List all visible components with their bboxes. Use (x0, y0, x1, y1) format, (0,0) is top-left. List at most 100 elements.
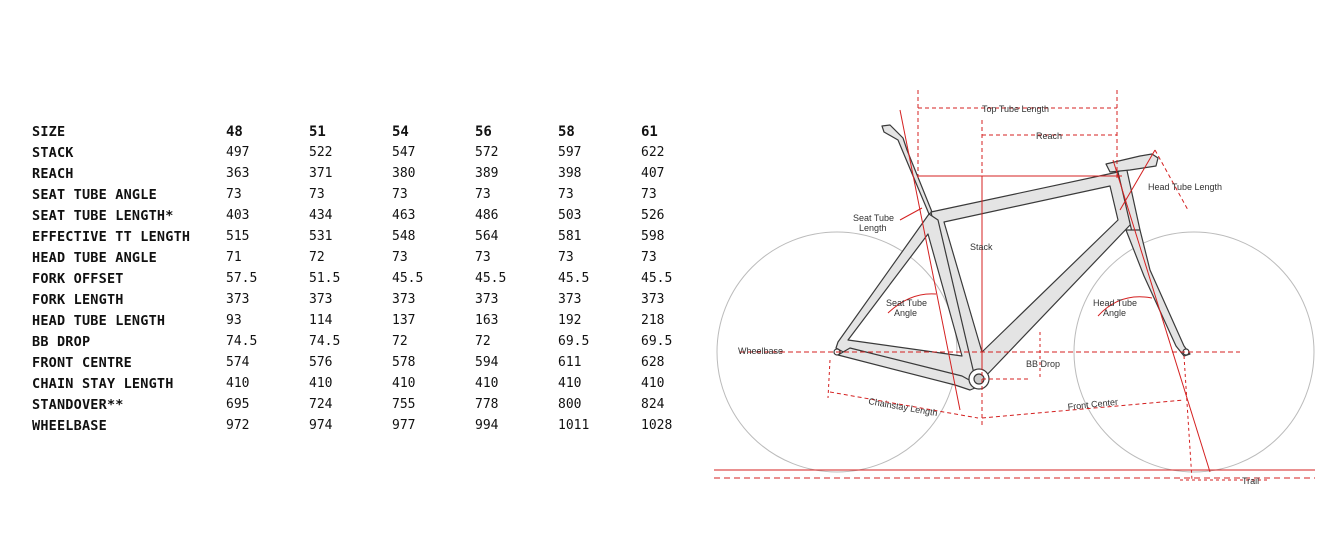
cell-value: 824 (641, 397, 665, 412)
label-wheelbase: Wheelbase (738, 346, 783, 356)
label-chainstay-length: Chainstay Length (868, 396, 939, 418)
cell-value: 574 (226, 355, 250, 370)
size-header-48: 48 (226, 123, 243, 140)
cell-value: 71 (226, 250, 242, 265)
bike-frame (833, 124, 1191, 391)
cell-value: 73 (475, 187, 491, 202)
cell-value: 73 (392, 250, 408, 265)
cell-value: 45.5 (641, 271, 673, 286)
row-label: HEAD TUBE LENGTH (32, 312, 166, 329)
table-row: HEAD TUBE ANGLE 71 72 73 73 73 73 (32, 247, 724, 268)
row-label: STACK (32, 144, 74, 161)
cell-value: 69.5 (558, 334, 590, 349)
cell-value: 45.5 (392, 271, 424, 286)
row-label: WHEELBASE (32, 417, 107, 434)
cell-value: 69.5 (641, 334, 673, 349)
cell-value: 994 (475, 418, 499, 433)
label-seat-tube-angle-1: Seat Tube (886, 298, 927, 308)
cell-value: 1028 (641, 418, 673, 433)
bike-geometry-diagram: Top Tube Length Reach Head Tube Length S… (714, 90, 1315, 486)
cell-value: 45.5 (475, 271, 507, 286)
cell-value: 755 (392, 397, 416, 412)
row-label: SEAT TUBE ANGLE (32, 186, 157, 203)
cell-value: 572 (475, 145, 499, 160)
cell-value: 398 (558, 166, 582, 181)
cell-value: 363 (226, 166, 250, 181)
table-row: SEAT TUBE LENGTH* 403 434 463 486 503 526 (32, 205, 724, 226)
table-row: SEAT TUBE ANGLE 73 73 73 73 73 73 (32, 184, 724, 205)
cell-value: 410 (392, 376, 416, 391)
cell-value: 547 (392, 145, 416, 160)
cell-value: 515 (226, 229, 250, 244)
cell-value: 410 (641, 376, 665, 391)
label-seat-tube-length-2: Length (859, 223, 887, 233)
fork (1125, 229, 1191, 357)
cell-value: 73 (558, 187, 574, 202)
cell-value: 137 (392, 313, 416, 328)
table-row: BB DROP 74.5 74.5 72 72 69.5 69.5 (32, 331, 724, 352)
dimension-lines (714, 90, 1315, 481)
cell-value: 594 (475, 355, 499, 370)
cell-value: 72 (392, 334, 408, 349)
cell-value: 73 (392, 187, 408, 202)
front-wheel (1073, 231, 1315, 473)
label-reach: Reach (1036, 131, 1062, 141)
table-row: WHEELBASE 972 974 977 994 1011 1028 (32, 415, 724, 436)
table-row: EFFECTIVE TT LENGTH 515 531 548 564 581 598 (32, 226, 724, 247)
cell-value: 373 (475, 292, 499, 307)
size-header-51: 51 (309, 123, 326, 140)
header-label: SIZE (32, 123, 66, 140)
table-row: FORK OFFSET 57.5 51.5 45.5 45.5 45.5 45.5 (32, 268, 724, 289)
table-header-row: SIZE 48 51 54 56 58 61 (32, 121, 724, 142)
cell-value: 522 (309, 145, 333, 160)
row-label: CHAIN STAY LENGTH (32, 375, 174, 392)
cell-value: 503 (558, 208, 582, 223)
cell-value: 373 (558, 292, 582, 307)
label-top-tube-length: Top Tube Length (982, 104, 1049, 114)
cell-value: 73 (226, 187, 242, 202)
cell-value: 45.5 (558, 271, 590, 286)
label-front-center: Front Center (1067, 397, 1118, 412)
cell-value: 531 (309, 229, 333, 244)
cell-value: 73 (641, 187, 657, 202)
row-label: SEAT TUBE LENGTH* (32, 207, 174, 224)
cell-value: 73 (475, 250, 491, 265)
seat-post (881, 124, 933, 215)
table-row: FORK LENGTH 373 373 373 373 373 373 (32, 289, 724, 310)
cell-value: 74.5 (309, 334, 341, 349)
cell-value: 410 (558, 376, 582, 391)
cell-value: 497 (226, 145, 250, 160)
row-label: HEAD TUBE ANGLE (32, 249, 157, 266)
cell-value: 695 (226, 397, 250, 412)
cell-value: 581 (558, 229, 582, 244)
label-seat-tube-angle-2: Angle (894, 308, 917, 318)
cell-value: 578 (392, 355, 416, 370)
label-head-tube-length: Head Tube Length (1148, 182, 1222, 192)
cell-value: 73 (309, 187, 325, 202)
label-stack: Stack (970, 242, 993, 252)
label-head-tube-angle-1: Head Tube (1093, 298, 1137, 308)
table-row: REACH 363 371 380 389 398 407 (32, 163, 724, 184)
cell-value: 74.5 (226, 334, 258, 349)
row-label: FORK OFFSET (32, 270, 124, 287)
table-row: CHAIN STAY LENGTH 410 410 410 410 410 410 (32, 373, 724, 394)
cell-value: 628 (641, 355, 665, 370)
cell-value: 72 (309, 250, 325, 265)
size-header-61: 61 (641, 123, 658, 140)
cell-value: 114 (309, 313, 333, 328)
cell-value: 407 (641, 166, 665, 181)
cell-value: 977 (392, 418, 416, 433)
cell-value: 974 (309, 418, 333, 433)
cell-value: 403 (226, 208, 250, 223)
geometry-table: SIZE 48 51 54 56 58 61 STACK 497 522 547 572 597 622 R… (32, 121, 724, 436)
cell-value: 576 (309, 355, 333, 370)
cell-value: 73 (641, 250, 657, 265)
cell-value: 93 (226, 313, 242, 328)
cell-value: 598 (641, 229, 665, 244)
table-row: HEAD TUBE LENGTH 93 114 137 163 192 218 (32, 310, 724, 331)
cell-value: 410 (226, 376, 250, 391)
cell-value: 73 (558, 250, 574, 265)
cell-value: 373 (309, 292, 333, 307)
row-label: BB DROP (32, 333, 91, 350)
cell-value: 800 (558, 397, 582, 412)
